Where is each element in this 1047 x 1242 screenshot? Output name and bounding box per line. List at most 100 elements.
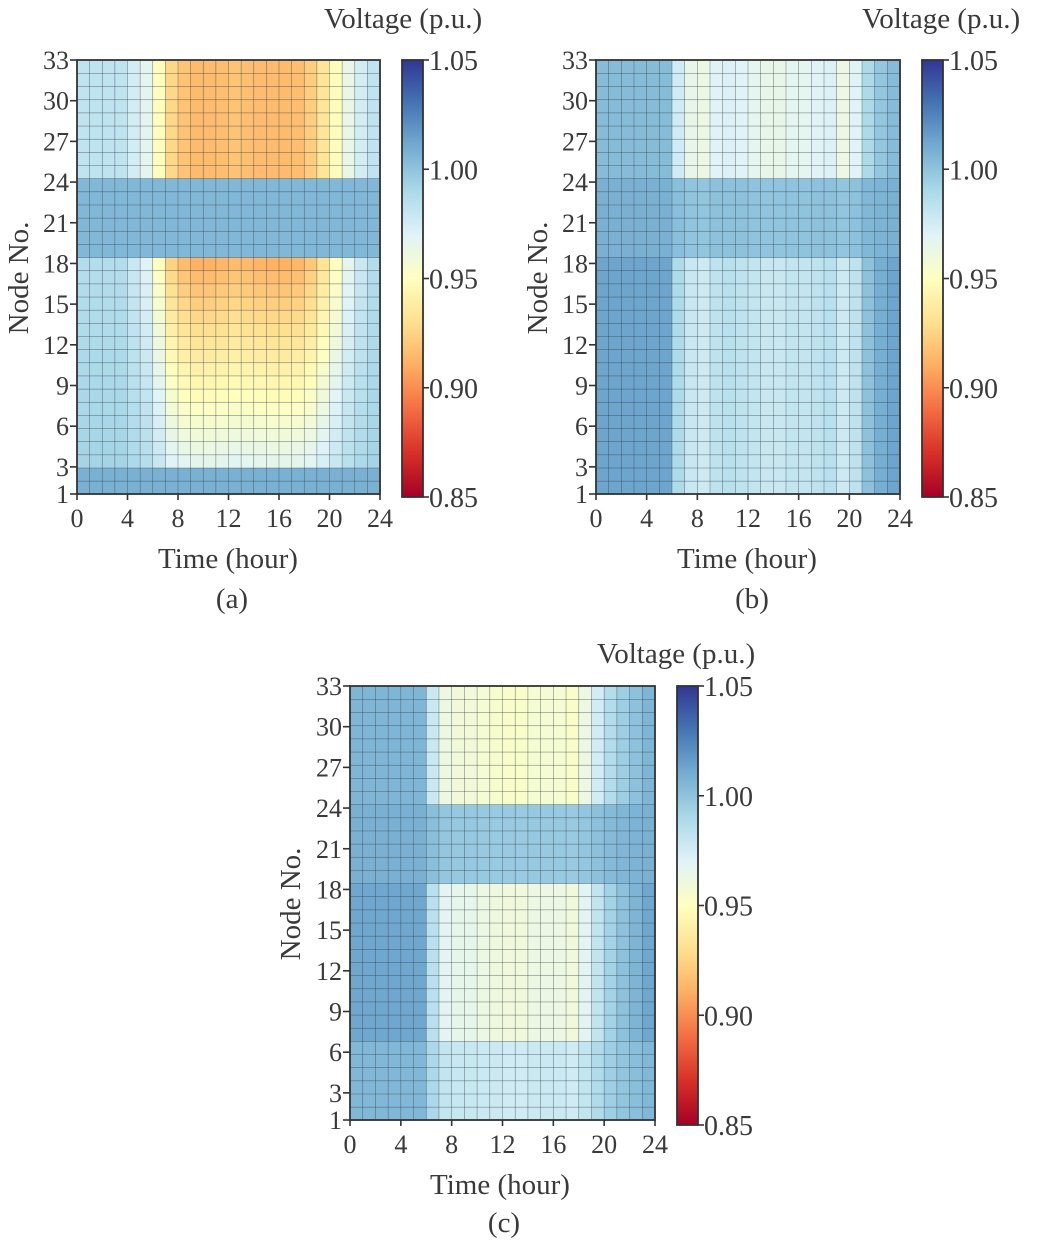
- heatmap-cell: [291, 454, 305, 469]
- heatmap-cell: [747, 335, 762, 350]
- heatmap-cell: [114, 296, 129, 311]
- heatmap-cell: [489, 1040, 504, 1055]
- heatmap-cell: [527, 1001, 542, 1016]
- heatmap-cell: [253, 99, 267, 114]
- x-tick-label: 20: [591, 1130, 617, 1159]
- heatmap-cell: [476, 764, 491, 779]
- heatmap-cell: [798, 59, 812, 74]
- heatmap-cell: [329, 178, 343, 193]
- heatmap-cell: [266, 72, 280, 87]
- heatmap-cell: [341, 230, 356, 245]
- heatmap-cell: [413, 1106, 427, 1121]
- heatmap-cell: [697, 401, 711, 416]
- heatmap-cell: [861, 401, 876, 416]
- heatmap-cell: [836, 467, 850, 482]
- heatmap-cell: [684, 427, 698, 442]
- heatmap-cell: [633, 349, 648, 364]
- heatmap-cell: [464, 1027, 478, 1042]
- heatmap-cell: [603, 896, 618, 911]
- heatmap-cell: [629, 922, 643, 937]
- heatmap-cell: [76, 296, 91, 311]
- heatmap-cell: [375, 869, 389, 884]
- heatmap-cell: [152, 99, 166, 114]
- heatmap-cell: [253, 217, 267, 232]
- heatmap-cell: [413, 804, 427, 819]
- heatmap-cell: [316, 59, 331, 74]
- heatmap-cell: [114, 322, 129, 337]
- heatmap-cell: [735, 349, 749, 364]
- x-tick-label: 24: [887, 504, 913, 533]
- heatmap-cell: [202, 388, 217, 403]
- heatmap-cell: [798, 86, 812, 101]
- heatmap-cell: [747, 441, 762, 456]
- heatmap-cell: [101, 138, 116, 153]
- heatmap-cell: [608, 86, 622, 101]
- heatmap-cell: [127, 138, 141, 153]
- heatmap-cell: [823, 178, 838, 193]
- heatmap-cell: [215, 322, 230, 337]
- colorbar-tick-label: 0.90: [429, 374, 478, 405]
- heatmap-cell: [514, 751, 529, 766]
- heatmap-cell: [438, 1001, 453, 1016]
- heatmap-cell: [540, 1080, 554, 1095]
- heatmap-cell: [514, 869, 529, 884]
- heatmap-cell: [735, 138, 749, 153]
- heatmap-cell: [608, 362, 622, 377]
- heatmap-cell: [291, 99, 305, 114]
- heatmap-cell: [684, 86, 698, 101]
- heatmap-cell: [341, 480, 356, 495]
- heatmap-cell: [240, 99, 255, 114]
- heatmap-cell: [785, 441, 800, 456]
- y-tick-label: 6: [575, 412, 588, 441]
- heatmap-cell: [240, 467, 255, 482]
- heatmap-cell: [684, 151, 698, 166]
- y-tick-label: 30: [562, 87, 588, 116]
- heatmap-cell: [278, 480, 293, 495]
- heatmap-cell: [629, 935, 643, 950]
- heatmap-cell: [114, 401, 129, 416]
- heatmap-cell: [278, 375, 293, 390]
- heatmap-cell: [329, 322, 343, 337]
- heatmap-cell: [671, 270, 686, 285]
- heatmap-cell: [190, 441, 204, 456]
- heatmap-cell: [785, 217, 800, 232]
- heatmap-cell: [684, 138, 698, 153]
- heatmap-cell: [464, 1080, 478, 1095]
- heatmap-cell: [202, 414, 217, 429]
- heatmap-cell: [76, 454, 91, 469]
- heatmap-cell: [367, 467, 381, 482]
- heatmap-cell: [438, 1053, 453, 1068]
- heatmap-cell: [540, 751, 554, 766]
- heatmap-cell: [464, 896, 478, 911]
- x-tick-label: 12: [490, 1130, 516, 1159]
- heatmap-cell: [101, 99, 116, 114]
- heatmap-cell: [874, 191, 888, 206]
- heatmap-cell: [595, 480, 610, 495]
- heatmap-cell: [591, 725, 605, 740]
- heatmap-cell: [849, 427, 863, 442]
- heatmap-cell: [303, 112, 318, 127]
- heatmap-cell: [603, 843, 618, 858]
- heatmap-cell: [89, 243, 103, 258]
- heatmap-cell: [811, 230, 825, 245]
- heatmap-cell: [127, 388, 141, 403]
- heatmap-cell: [240, 309, 255, 324]
- heatmap-cell: [684, 441, 698, 456]
- heatmap-cell: [114, 309, 129, 324]
- heatmap-cell: [266, 59, 280, 74]
- heatmap-cell: [152, 230, 166, 245]
- heatmap-cell: [595, 309, 610, 324]
- heatmap-cell: [633, 362, 648, 377]
- heatmap-cell: [697, 59, 711, 74]
- heatmap-cell: [476, 1080, 491, 1095]
- heatmap-cell: [341, 270, 356, 285]
- heatmap-cell: [823, 414, 838, 429]
- heatmap-cell: [861, 59, 876, 74]
- heatmap-cell: [76, 151, 91, 166]
- heatmap-cell: [367, 362, 381, 377]
- heatmap-cell: [514, 843, 529, 858]
- heatmap-cell: [316, 441, 331, 456]
- heatmap-cell: [861, 296, 876, 311]
- heatmap-cell: [646, 335, 660, 350]
- heatmap-cell: [887, 349, 901, 364]
